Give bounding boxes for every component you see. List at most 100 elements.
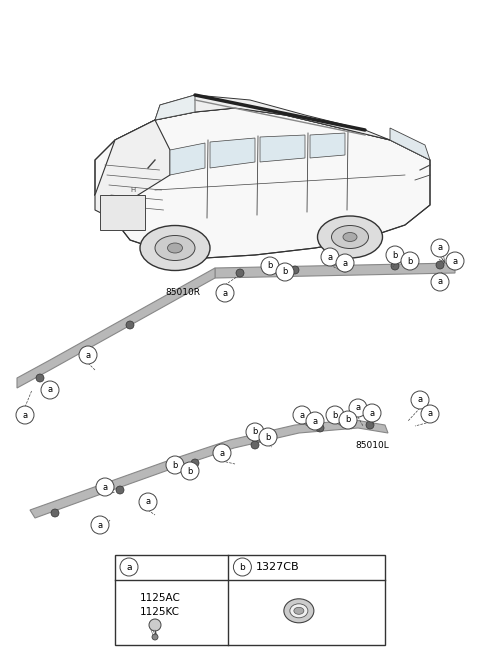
Circle shape [41,381,59,399]
Circle shape [363,404,381,422]
Circle shape [152,634,158,640]
Circle shape [91,516,109,534]
Text: a: a [23,411,27,419]
Circle shape [321,248,339,266]
Text: a: a [222,289,228,298]
Text: 85010L: 85010L [355,441,389,450]
Text: 1125AC: 1125AC [140,593,181,603]
Polygon shape [215,263,455,278]
Polygon shape [310,133,345,158]
Circle shape [326,406,344,424]
Ellipse shape [284,599,314,623]
Text: b: b [267,262,273,270]
Circle shape [116,486,124,494]
Circle shape [431,239,449,257]
Circle shape [149,619,161,631]
Text: a: a [327,253,333,262]
Text: a: a [418,396,422,405]
Ellipse shape [343,232,357,241]
Circle shape [216,284,234,302]
Circle shape [236,269,244,277]
Circle shape [411,391,429,409]
Polygon shape [95,108,430,258]
Circle shape [181,462,199,480]
Text: 1327CB: 1327CB [255,562,299,572]
Circle shape [191,459,199,467]
Circle shape [166,456,184,474]
Polygon shape [155,95,195,120]
Text: b: b [172,461,178,470]
Circle shape [259,428,277,446]
Polygon shape [390,128,430,160]
Circle shape [246,423,264,441]
Circle shape [336,254,354,272]
Text: a: a [85,350,91,359]
Circle shape [446,252,464,270]
Circle shape [139,493,157,511]
Circle shape [293,406,311,424]
Ellipse shape [294,607,304,614]
Polygon shape [95,120,170,215]
Circle shape [366,421,374,429]
Text: a: a [453,256,457,266]
Circle shape [391,262,399,270]
Ellipse shape [155,236,195,260]
Ellipse shape [140,226,210,270]
Polygon shape [155,95,390,140]
Circle shape [79,346,97,364]
Text: a: a [355,403,360,413]
Circle shape [386,246,404,264]
Circle shape [213,444,231,462]
Text: b: b [265,432,271,441]
Circle shape [349,399,367,417]
Text: b: b [282,268,288,276]
Text: b: b [240,562,245,571]
Text: a: a [102,483,108,491]
Text: b: b [252,428,258,436]
Text: b: b [408,256,413,266]
Circle shape [306,412,324,430]
Circle shape [233,558,252,576]
Circle shape [36,374,44,382]
Circle shape [401,252,419,270]
Text: 85010R: 85010R [165,288,200,297]
Text: a: a [437,243,443,253]
Circle shape [339,411,357,429]
Ellipse shape [168,243,182,253]
Polygon shape [17,268,215,388]
Circle shape [431,273,449,291]
Text: a: a [312,417,318,426]
Circle shape [261,257,279,275]
Text: a: a [437,277,443,287]
Text: a: a [145,497,151,506]
Text: a: a [427,409,432,419]
Ellipse shape [290,604,308,618]
Text: H: H [131,187,136,193]
Ellipse shape [317,216,383,258]
Circle shape [251,441,259,449]
Text: a: a [126,562,132,571]
Circle shape [341,264,349,272]
Text: a: a [97,520,103,529]
Circle shape [291,266,299,274]
Text: 1125KC: 1125KC [140,607,180,617]
Text: b: b [187,466,192,476]
Polygon shape [170,143,205,175]
Text: a: a [48,386,53,394]
Circle shape [421,405,439,423]
Circle shape [120,558,138,576]
Polygon shape [260,135,305,162]
Circle shape [16,406,34,424]
Circle shape [96,478,114,496]
Circle shape [126,321,134,329]
Circle shape [436,261,444,269]
Bar [115,555,385,645]
Text: a: a [342,258,348,268]
Bar [100,195,145,230]
Text: a: a [300,411,305,419]
Text: b: b [332,411,338,419]
Text: a: a [219,449,225,457]
Circle shape [316,424,324,432]
Circle shape [51,509,59,517]
Text: a: a [370,409,374,417]
